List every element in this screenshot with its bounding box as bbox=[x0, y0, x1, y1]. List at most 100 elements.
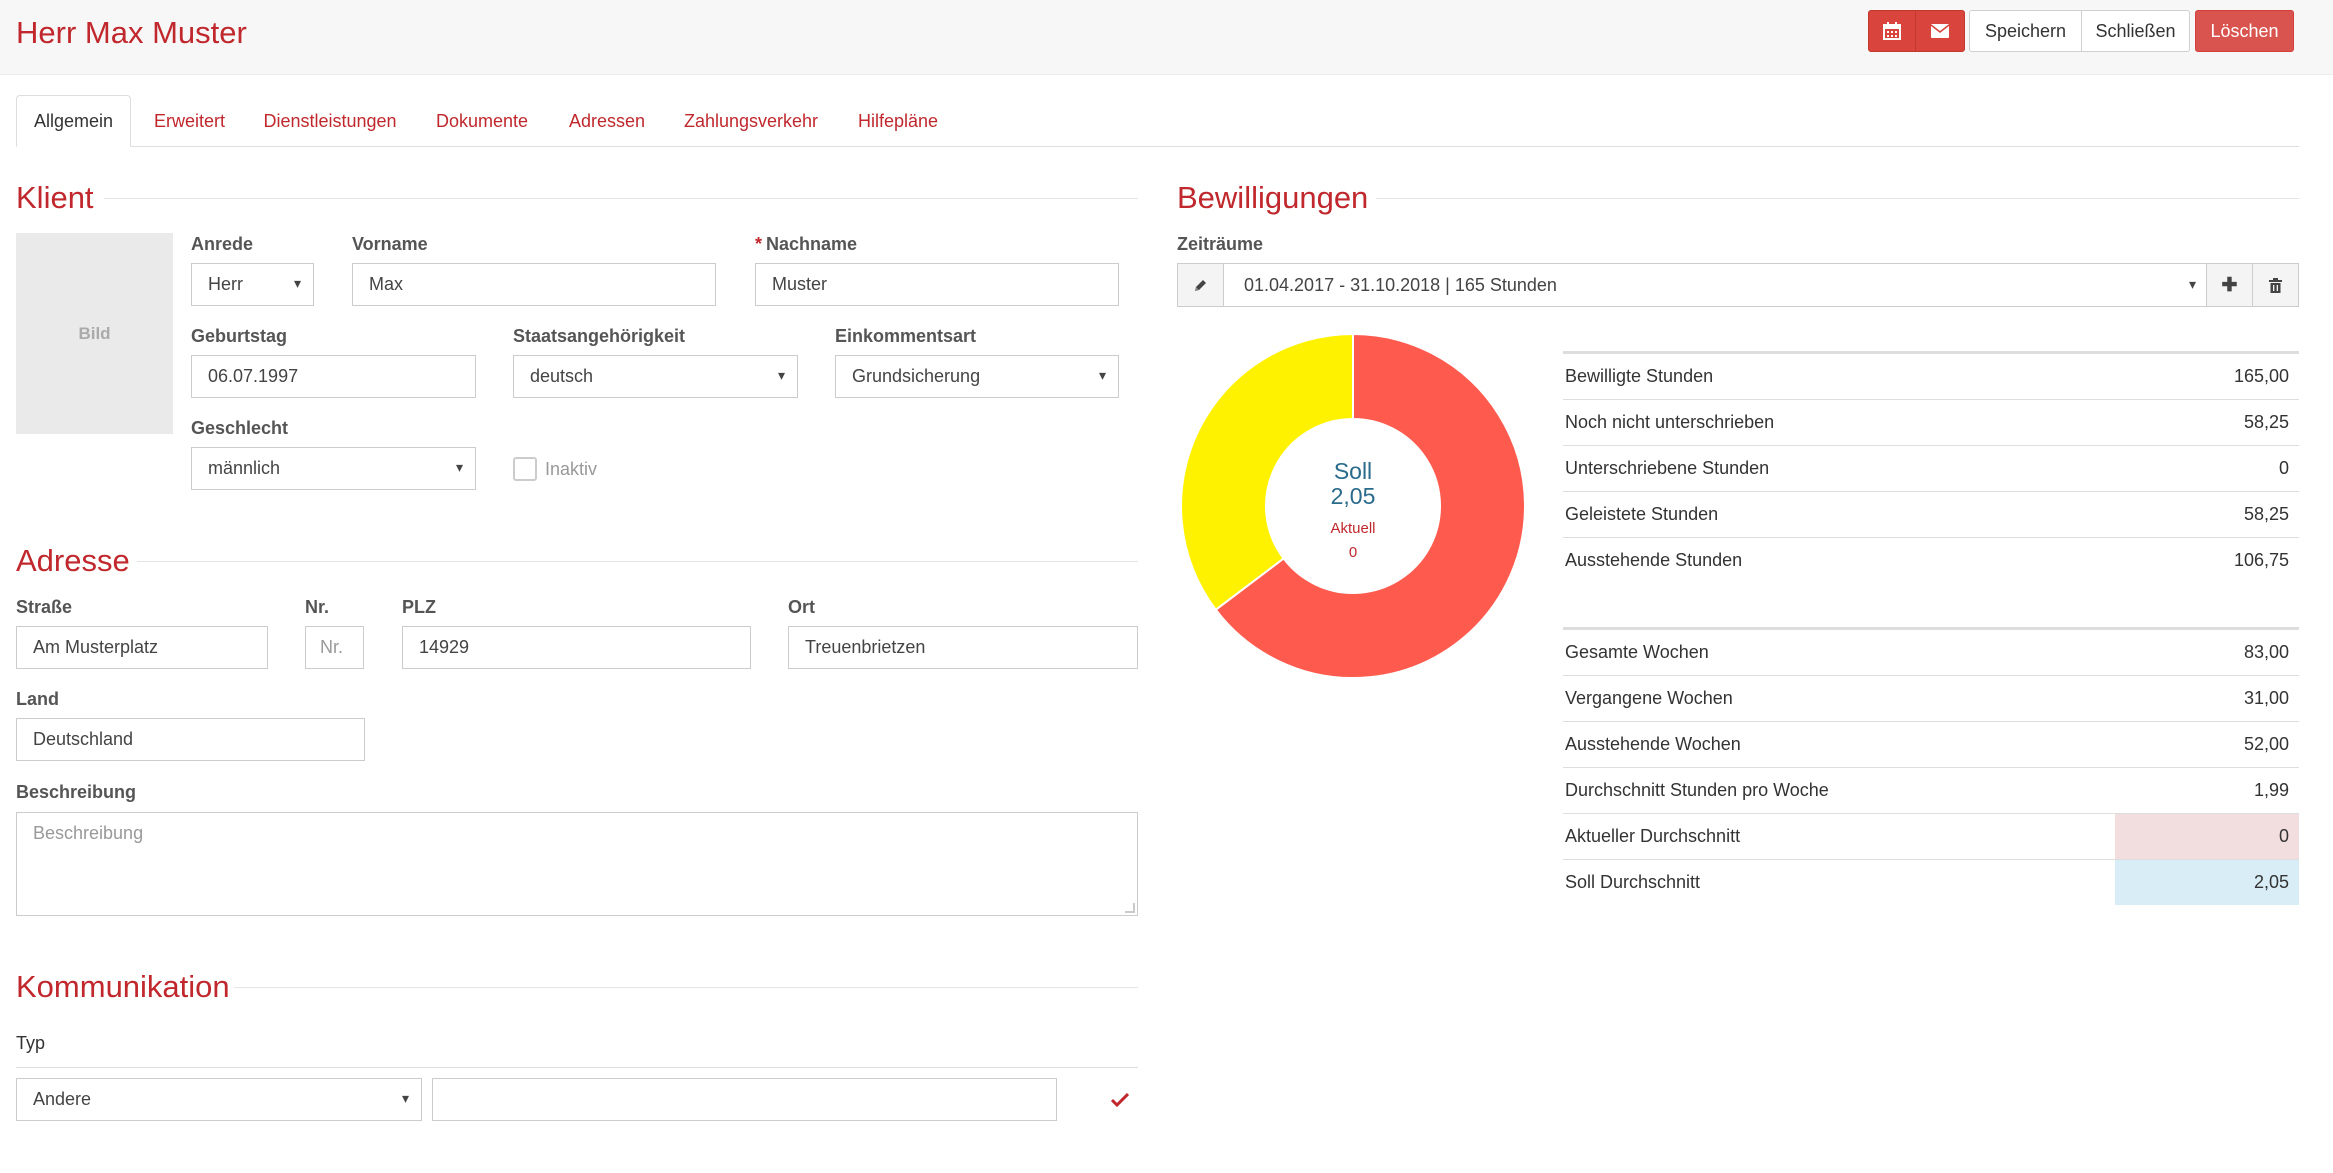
stat-label: Vergangene Wochen bbox=[1565, 688, 1733, 708]
stat-value: 83,00 bbox=[2243, 642, 2289, 662]
table-row: Gesamte Wochen 83,00 bbox=[1563, 629, 2299, 675]
einkommensart-label: Einkommentsart bbox=[835, 326, 977, 346]
hours-table-top bbox=[1563, 351, 2299, 353]
beschreibung-placeholder: Beschreibung bbox=[33, 823, 144, 843]
mail-button[interactable] bbox=[1915, 10, 1965, 52]
strasse-input[interactable]: Am Musterplatz bbox=[16, 626, 268, 669]
geburtstag-input[interactable]: 06.07.1997 bbox=[191, 355, 476, 398]
tab-erweitert[interactable]: Erweitert bbox=[153, 110, 225, 131]
geburtstag-value: 06.07.1997 bbox=[208, 366, 299, 386]
anrede-value: Herr bbox=[208, 274, 243, 294]
vorname-input[interactable]: Max bbox=[352, 263, 716, 306]
stat-label: Durchschnitt Stunden pro Woche bbox=[1565, 780, 1829, 800]
plz-input[interactable]: 14929 bbox=[402, 626, 751, 669]
delete-button[interactable]: Löschen bbox=[2195, 10, 2294, 52]
stat-label: Unterschriebene Stunden bbox=[1565, 458, 1770, 478]
soll-value: 2,05 bbox=[1330, 483, 1376, 509]
table-row: Ausstehende Wochen 52,00 bbox=[1563, 721, 2299, 767]
table-row: Durchschnitt Stunden pro Woche 1,99 bbox=[1563, 767, 2299, 813]
table-row: Unterschriebene Stunden 0 bbox=[1563, 445, 2299, 491]
confirm-button[interactable] bbox=[1109, 1089, 1131, 1111]
calendar-button[interactable] bbox=[1868, 10, 1916, 52]
kommunikation-value-input[interactable] bbox=[432, 1078, 1057, 1121]
trash-icon bbox=[2269, 277, 2282, 293]
strasse-value: Am Musterplatz bbox=[33, 637, 159, 657]
save-button[interactable]: Speichern bbox=[1969, 10, 2082, 52]
nr-input[interactable]: Nr. bbox=[305, 626, 364, 669]
zeitraeume-label: Zeiträume bbox=[1177, 234, 1264, 254]
nachname-input[interactable]: Muster bbox=[755, 263, 1119, 306]
stat-value: 52,00 bbox=[2243, 734, 2289, 754]
inaktiv-checkbox[interactable] bbox=[513, 457, 537, 481]
add-period-button[interactable]: ✚ bbox=[2206, 264, 2252, 306]
aktuell-label: Aktuell bbox=[1330, 520, 1376, 537]
edit-period-button[interactable] bbox=[1178, 264, 1224, 306]
vorname-value: Max bbox=[369, 274, 404, 294]
tab-allgemein[interactable]: Allgemein bbox=[16, 95, 131, 147]
stat-value: 58,25 bbox=[2243, 412, 2289, 432]
stat-label: Aktueller Durchschnitt bbox=[1565, 826, 1741, 846]
table-header-rule bbox=[16, 1067, 1138, 1068]
tab-dokumente[interactable]: Dokumente bbox=[435, 110, 529, 131]
table-row: Bewilligte Stunden 165,00 bbox=[1563, 353, 2299, 399]
land-input[interactable]: Deutschland bbox=[16, 718, 365, 761]
donut-segment-1 bbox=[1180, 333, 1354, 612]
geschlecht-select[interactable]: männlich bbox=[191, 447, 476, 490]
nachname-label: * Nachname bbox=[755, 234, 857, 255]
land-label: Land bbox=[16, 689, 59, 709]
stat-label: Noch nicht unterschrieben bbox=[1565, 412, 1775, 432]
beschreibung-label: Beschreibung bbox=[16, 782, 137, 802]
stat-value: 31,00 bbox=[2243, 688, 2289, 708]
section-title-klient: Klient bbox=[16, 180, 94, 215]
kommunikation-typ-select[interactable]: Andere bbox=[16, 1078, 422, 1121]
plus-icon: ✚ bbox=[2221, 274, 2238, 296]
delete-period-button[interactable] bbox=[2252, 264, 2298, 306]
soll-donut-chart bbox=[1180, 333, 1526, 679]
aktuell-value: 0 bbox=[1348, 544, 1358, 561]
tab-zahlungsverkehr[interactable]: Zahlungsverkehr bbox=[683, 110, 819, 131]
vorname-label: Vorname bbox=[352, 234, 428, 254]
nachname-value: Muster bbox=[772, 274, 828, 294]
pencil-icon bbox=[1195, 279, 1206, 291]
tab-dienstleistungen[interactable]: Dienstleistungen bbox=[263, 110, 397, 131]
ort-input[interactable]: Treuenbrietzen bbox=[788, 626, 1138, 669]
einkommensart-select[interactable]: Grundsicherung bbox=[835, 355, 1119, 398]
period-select[interactable]: 01.04.2017 - 31.10.2018 | 165 Stunden bbox=[1224, 264, 2206, 306]
section-rule bbox=[104, 198, 1138, 199]
calendar-icon bbox=[1883, 22, 1901, 40]
kommunikation-typ-value: Andere bbox=[33, 1089, 92, 1109]
stat-value: 106,75 bbox=[2233, 550, 2289, 570]
section-title-adresse: Adresse bbox=[16, 543, 130, 578]
envelope-icon bbox=[1931, 24, 1949, 38]
donut-center: Soll 2,05 Aktuell 0 bbox=[1303, 458, 1403, 561]
staatsangehoerigkeit-value: deutsch bbox=[530, 366, 594, 386]
nr-placeholder: Nr. bbox=[320, 637, 344, 657]
required-marker: * bbox=[755, 234, 763, 254]
soll-label: Soll bbox=[1333, 458, 1373, 484]
page-title: Herr Max Muster bbox=[16, 15, 247, 50]
stat-value: 0 bbox=[2278, 458, 2289, 478]
stat-value: 0 bbox=[2115, 814, 2299, 859]
ort-label: Ort bbox=[788, 597, 815, 617]
photo-label: Bild bbox=[78, 323, 111, 343]
geschlecht-value: männlich bbox=[208, 458, 281, 478]
staatsangehoerigkeit-label: Staatsangehörigkeit bbox=[513, 326, 686, 346]
geburtstag-label: Geburtstag bbox=[191, 326, 288, 346]
table-row: Ausstehende Stunden 106,75 bbox=[1563, 537, 2299, 583]
tab-hilfeplaene[interactable]: Hilfepläne bbox=[857, 110, 939, 131]
section-rule bbox=[234, 987, 1138, 988]
strasse-label: Straße bbox=[16, 597, 73, 617]
tab-adressen[interactable]: Adressen bbox=[568, 110, 646, 131]
resize-handle[interactable] bbox=[1125, 903, 1135, 913]
geschlecht-label: Geschlecht bbox=[191, 418, 289, 438]
plz-label: PLZ bbox=[402, 597, 436, 617]
section-rule bbox=[137, 561, 1138, 562]
beschreibung-textarea[interactable]: Beschreibung bbox=[16, 812, 1138, 916]
client-photo-placeholder[interactable]: Bild bbox=[16, 233, 173, 434]
nachname-label-text: Nachname bbox=[766, 234, 858, 254]
anrede-select[interactable]: Herr bbox=[191, 263, 314, 306]
stat-label: Soll Durchschnitt bbox=[1565, 872, 1701, 892]
close-button[interactable]: Schließen bbox=[2081, 10, 2190, 52]
staatsangehoerigkeit-select[interactable]: deutsch bbox=[513, 355, 798, 398]
table-row: Noch nicht unterschrieben 58,25 bbox=[1563, 399, 2299, 445]
